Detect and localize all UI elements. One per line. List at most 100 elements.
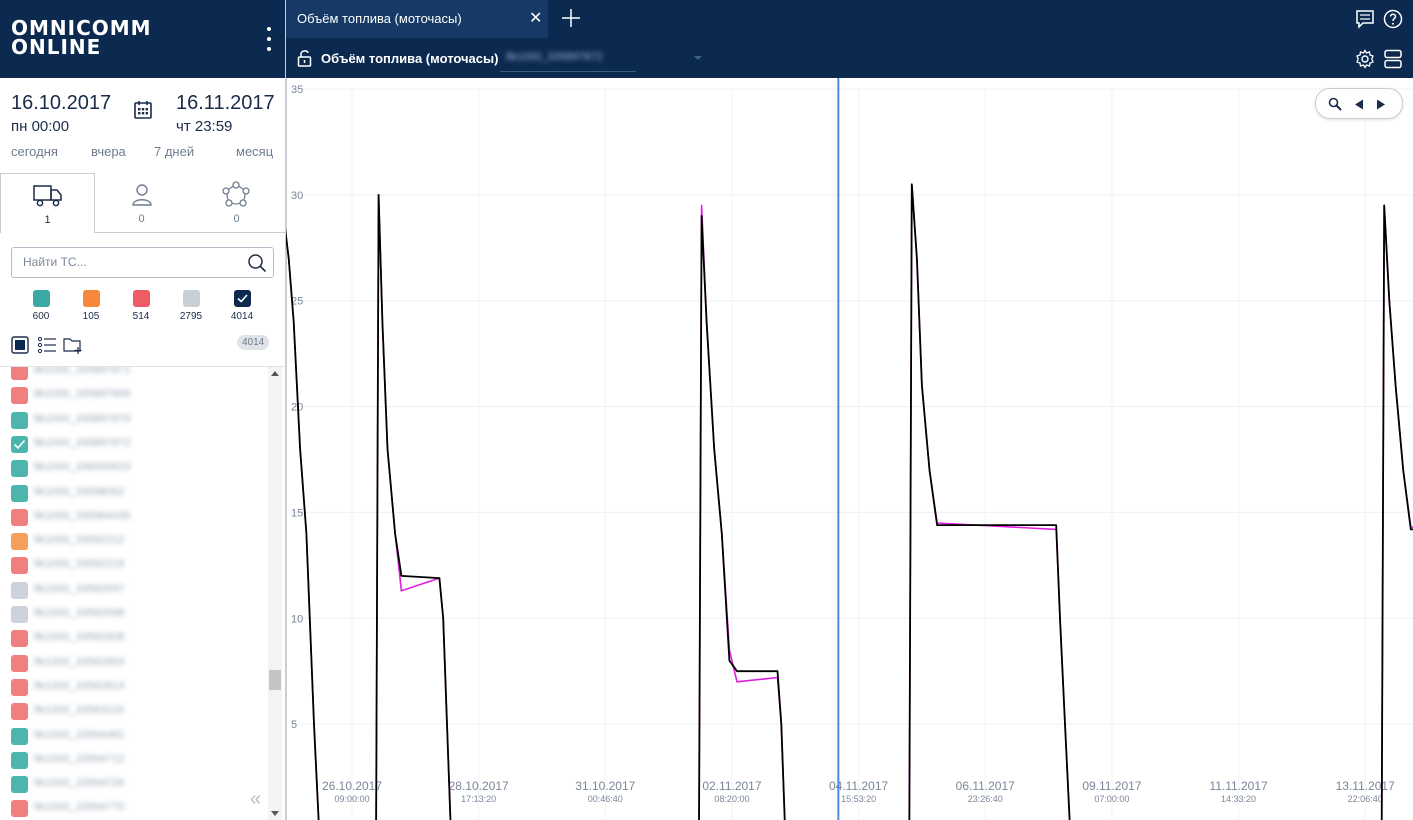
list-item[interactable]: ltk1000_336000919 bbox=[0, 456, 268, 480]
period-from-date[interactable]: 16.10.2017 bbox=[11, 92, 112, 114]
collapse-sidebar-icon[interactable]: « bbox=[250, 788, 262, 810]
list-item[interactable]: ltk1000_33562608 bbox=[0, 626, 268, 650]
person-icon bbox=[132, 184, 152, 206]
gear-icon[interactable] bbox=[1355, 49, 1375, 69]
list-item[interactable]: ltk1000_335964435 bbox=[0, 505, 268, 529]
status-filter[interactable]: 600 bbox=[21, 290, 61, 322]
chart-series bbox=[286, 183, 1413, 820]
status-filter-swatch[interactable] bbox=[32, 290, 50, 307]
tab-vehicles[interactable]: 1 bbox=[0, 173, 95, 233]
list-item[interactable]: ltk1000_33562218 bbox=[0, 553, 268, 577]
vehicle-status-checkbox[interactable] bbox=[11, 727, 28, 745]
status-filter[interactable]: 4014 bbox=[222, 290, 262, 322]
quick-month[interactable]: месяц bbox=[236, 144, 274, 159]
omnicomm-logo[interactable]: OMNICOMM ONLINE bbox=[11, 16, 152, 59]
quick-today[interactable]: сегодня bbox=[11, 144, 58, 159]
vehicle-status-checkbox[interactable] bbox=[11, 557, 28, 575]
messages-icon[interactable] bbox=[1355, 9, 1375, 29]
series-line-black[interactable] bbox=[286, 183, 1413, 820]
tab-groups-count: 0 bbox=[233, 213, 240, 225]
vehicle-list-scrollbar[interactable] bbox=[268, 367, 282, 820]
list-item[interactable]: ltk1000_33562597 bbox=[0, 578, 268, 602]
chevron-down-icon[interactable] bbox=[694, 56, 702, 60]
vehicle-status-checkbox[interactable] bbox=[11, 460, 28, 478]
tab-fuel-volume[interactable]: Объём топлива (моточасы) ✕ bbox=[286, 0, 548, 38]
vehicle-select[interactable]: ltk1000_335897872 bbox=[500, 46, 636, 72]
add-folder-icon[interactable] bbox=[63, 336, 83, 354]
tab-drivers[interactable]: 0 bbox=[95, 173, 188, 233]
search-icon[interactable] bbox=[247, 253, 267, 273]
chart-grid bbox=[286, 78, 1413, 820]
quick-yesterday[interactable]: вчера bbox=[91, 144, 126, 159]
help-icon[interactable] bbox=[1383, 9, 1403, 29]
add-tab-icon[interactable] bbox=[558, 5, 584, 31]
unlock-icon[interactable] bbox=[297, 49, 313, 67]
status-filter-swatch[interactable] bbox=[233, 290, 251, 307]
vehicle-status-checkbox[interactable] bbox=[11, 630, 28, 648]
vehicle-status-checkbox[interactable] bbox=[11, 367, 28, 380]
vehicle-status-checkbox[interactable] bbox=[11, 776, 28, 794]
list-item[interactable]: ltk1000_335897879 bbox=[0, 408, 268, 432]
layout-icon[interactable] bbox=[1384, 49, 1402, 69]
vehicle-status-checkbox[interactable] bbox=[11, 654, 28, 672]
scrollbar-thumb[interactable] bbox=[269, 670, 281, 690]
list-item[interactable]: ltk1000_33562212 bbox=[0, 529, 268, 553]
list-item[interactable]: ltk1000_33564726 bbox=[0, 772, 268, 796]
vehicle-status-checkbox[interactable] bbox=[11, 703, 28, 721]
vehicle-status-checkbox[interactable] bbox=[11, 678, 28, 696]
series-line-magenta[interactable] bbox=[286, 183, 1413, 820]
list-item[interactable]: ltk1000_33598062 bbox=[0, 481, 268, 505]
list-item[interactable]: ltk1000_33562603 bbox=[0, 651, 268, 675]
vehicle-name: ltk1000_33562212 bbox=[34, 534, 125, 547]
status-filter[interactable]: 2795 bbox=[171, 290, 211, 322]
list-item[interactable]: ltk1000_33562814 bbox=[0, 675, 268, 699]
next-arrow-icon[interactable] bbox=[1376, 99, 1386, 110]
prev-arrow-icon[interactable] bbox=[1354, 99, 1364, 110]
kebab-menu-icon[interactable] bbox=[262, 27, 276, 51]
vehicle-status-checkbox[interactable] bbox=[11, 581, 28, 599]
list-item[interactable]: ltk1000_335897871 bbox=[0, 367, 268, 383]
list-item[interactable]: ltk1000_33563119 bbox=[0, 699, 268, 723]
list-item[interactable]: ltk1000_33564481 bbox=[0, 724, 268, 748]
period-from-time[interactable]: пн 00:00 bbox=[11, 118, 70, 135]
list-item[interactable]: ltk1000_335897872 bbox=[0, 432, 268, 456]
vehicle-name: ltk1000_33563119 bbox=[34, 704, 124, 717]
calendar-icon[interactable] bbox=[133, 100, 153, 120]
list-view-icon[interactable] bbox=[37, 336, 57, 354]
vehicle-status-checkbox[interactable] bbox=[11, 606, 28, 623]
vehicle-search-input[interactable] bbox=[23, 255, 243, 269]
status-filter-swatch[interactable] bbox=[82, 290, 100, 307]
list-total-badge: 4014 bbox=[237, 335, 270, 350]
vehicle-status-checkbox[interactable] bbox=[11, 435, 28, 453]
tab-groups[interactable]: 0 bbox=[188, 173, 285, 233]
quick-7days[interactable]: 7 дней bbox=[154, 144, 195, 159]
vehicle-status-checkbox[interactable] bbox=[11, 484, 28, 502]
list-item[interactable]: ltk1000_33564712 bbox=[0, 748, 268, 772]
close-tab-icon[interactable]: ✕ bbox=[529, 10, 543, 27]
status-filter-count: 514 bbox=[132, 311, 150, 322]
vehicle-status-checkbox[interactable] bbox=[11, 533, 28, 551]
scroll-down-icon[interactable] bbox=[271, 811, 279, 816]
vehicle-name: ltk1000_335897869 bbox=[34, 388, 131, 401]
list-item[interactable]: ltk1000_335897869 bbox=[0, 383, 268, 407]
vehicle-status-checkbox[interactable] bbox=[11, 387, 28, 405]
status-filter-swatch[interactable] bbox=[182, 290, 200, 307]
list-item[interactable]: ltk1000_33564770 bbox=[0, 796, 268, 820]
vehicle-status-checkbox[interactable] bbox=[11, 751, 28, 769]
vehicle-status-checkbox[interactable] bbox=[11, 800, 28, 818]
period-to-date[interactable]: 16.11.2017 bbox=[176, 92, 275, 114]
status-filter[interactable]: 105 bbox=[71, 290, 111, 322]
zoom-icon[interactable] bbox=[1328, 97, 1342, 111]
list-item[interactable]: ltk1000_33562598 bbox=[0, 602, 268, 626]
x-tick-time: 07:00:00 bbox=[1094, 794, 1129, 804]
vehicle-status-checkbox[interactable] bbox=[11, 508, 28, 526]
vehicle-status-checkbox[interactable] bbox=[11, 411, 28, 429]
list-separator bbox=[0, 366, 285, 367]
scroll-up-icon[interactable] bbox=[271, 371, 279, 376]
status-filter[interactable]: 514 bbox=[121, 290, 161, 322]
period-to-time[interactable]: чт 23:59 bbox=[176, 118, 233, 135]
select-all-checkbox[interactable] bbox=[11, 336, 29, 354]
status-filter-swatch[interactable] bbox=[132, 290, 150, 307]
